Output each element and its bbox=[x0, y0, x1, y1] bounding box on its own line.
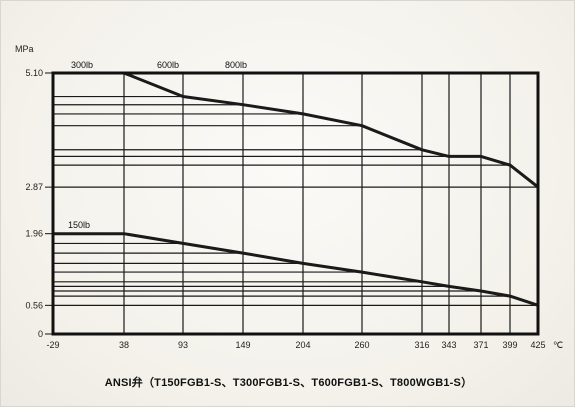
x-tick-label: 260 bbox=[354, 340, 369, 350]
x-tick-label: 399 bbox=[502, 340, 517, 350]
y-tick-label: 0 bbox=[38, 329, 43, 339]
series-label-150lb: 150lb bbox=[68, 220, 90, 230]
series-label-800lb: 800lb bbox=[225, 60, 247, 70]
x-tick-label: 204 bbox=[295, 340, 310, 350]
y-tick-label: 0.56 bbox=[25, 300, 43, 310]
x-tick-label: 38 bbox=[119, 340, 129, 350]
y-tick-label: 5.10 bbox=[25, 68, 43, 78]
x-tick-label: 371 bbox=[473, 340, 488, 350]
x-tick-label: 316 bbox=[414, 340, 429, 350]
series-line-150lb bbox=[53, 232, 539, 307]
y-tick-label: 1.96 bbox=[25, 229, 43, 239]
y-unit-label: MPa bbox=[15, 44, 34, 54]
grid bbox=[52, 72, 539, 334]
series-line-300lb bbox=[53, 71, 539, 189]
x-unit-label: ℃ bbox=[553, 340, 563, 350]
x-tick-label: 93 bbox=[178, 340, 188, 350]
y-tick-label: 2.87 bbox=[25, 182, 43, 192]
plot-frame bbox=[51, 71, 540, 336]
x-tick-label: 149 bbox=[235, 340, 250, 350]
labels: 0 0.56 1.96 2.87 5.10 MPa -29 38 93 149 204 260 316 3… bbox=[15, 44, 563, 350]
series-label-600lb: 600lb bbox=[157, 60, 179, 70]
x-tick-label: 343 bbox=[441, 340, 456, 350]
series-label-300lb: 300lb bbox=[71, 60, 93, 70]
x-tick-label: 425 bbox=[530, 340, 545, 350]
x-tick-label: -29 bbox=[46, 340, 59, 350]
chart-caption: ANSI弁（T150FGB1-S、T300FGB1-S、T600FGB1-S、T… bbox=[104, 377, 473, 389]
series-lines bbox=[53, 71, 539, 307]
